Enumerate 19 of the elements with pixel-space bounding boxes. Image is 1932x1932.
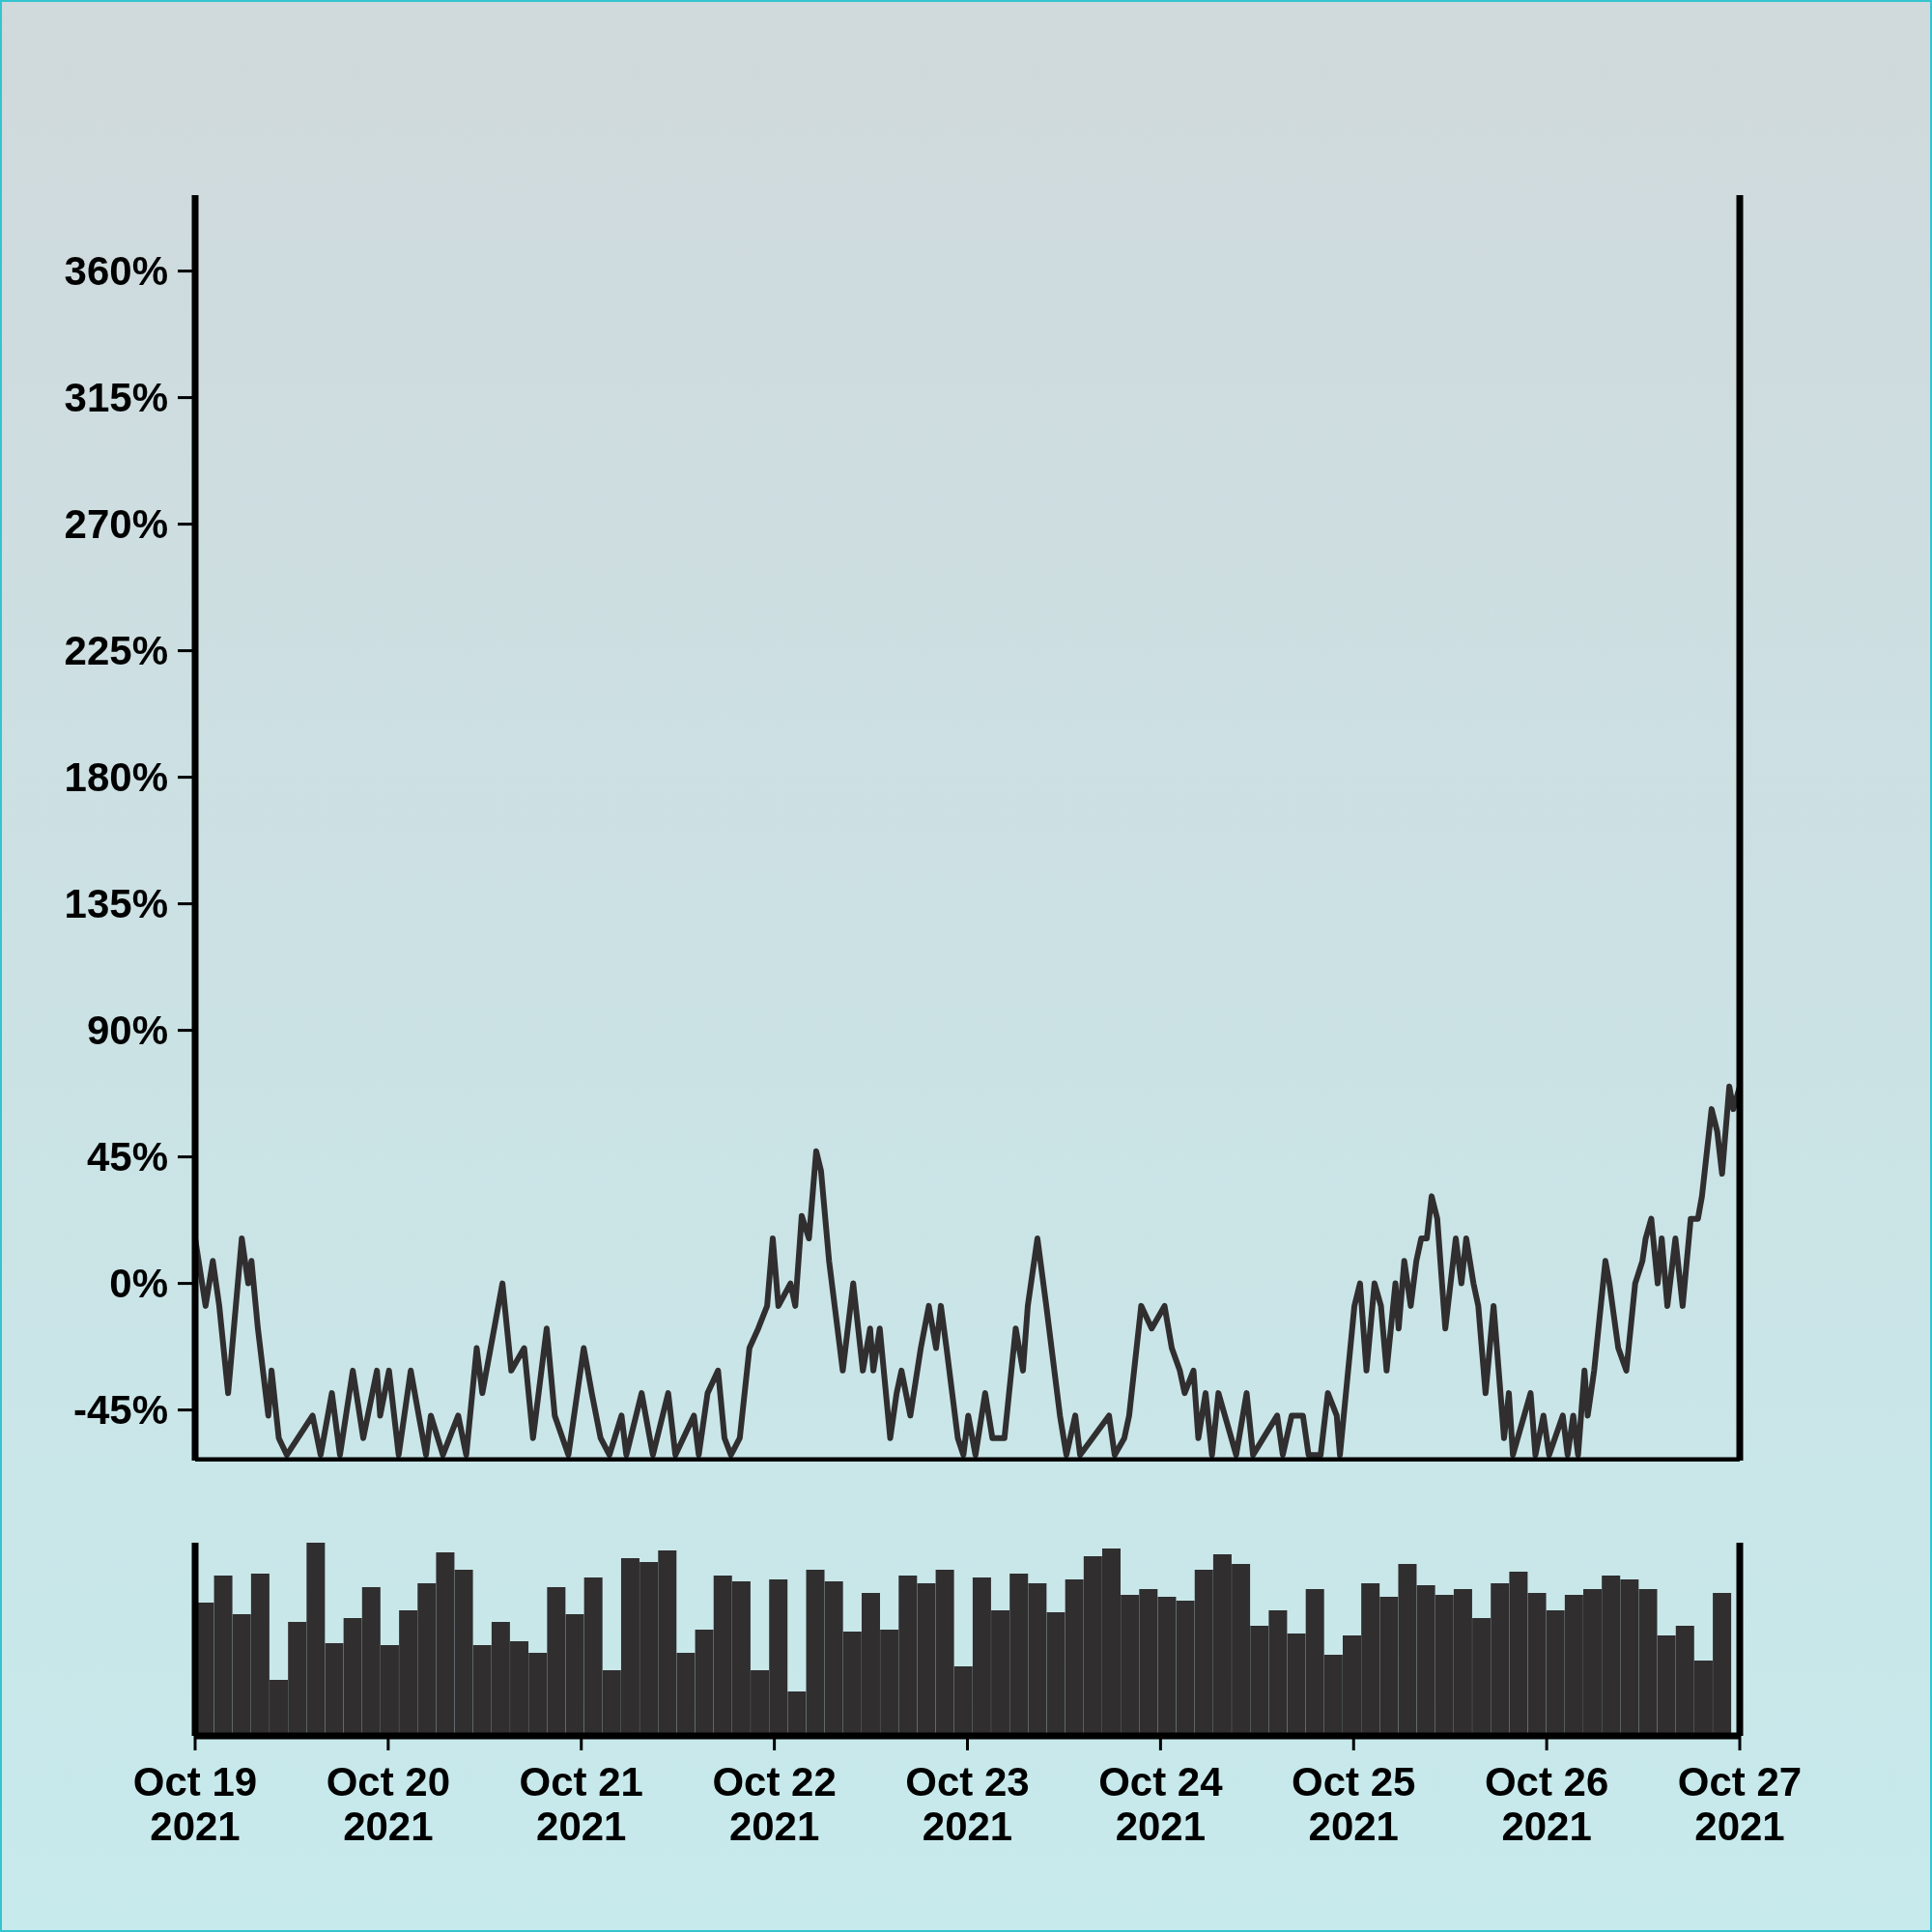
y-tick-label: 135% xyxy=(64,881,168,927)
y-tick-label: 225% xyxy=(64,628,168,674)
x-tick-label: Oct 25 2021 xyxy=(1292,1758,1416,1849)
x-tick-label: Oct 19 2021 xyxy=(132,1758,258,1849)
y-tick-label: 315% xyxy=(64,375,168,421)
x-tick-label: Oct 20 2021 xyxy=(326,1758,451,1849)
x-tick-label: Oct 26 2021 xyxy=(1484,1758,1609,1849)
y-tick-label: -45% xyxy=(72,1387,168,1434)
y-tick-label: 0% xyxy=(109,1261,168,1307)
x-tick-label: Oct 22 2021 xyxy=(712,1758,837,1849)
y-tick-label: 270% xyxy=(64,501,168,548)
x-tick-label: Oct 23 2021 xyxy=(905,1758,1030,1849)
x-tick-label: Oct 21 2021 xyxy=(519,1758,643,1849)
y-tick-label: 90% xyxy=(86,1008,168,1054)
y-tick-label: 45% xyxy=(86,1134,168,1180)
y-tick-label: 360% xyxy=(64,248,168,295)
x-tick-label: Oct 24 2021 xyxy=(1098,1758,1224,1849)
y-tick-label: 180% xyxy=(64,754,168,801)
x-tick-label: Oct 27 2021 xyxy=(1677,1758,1803,1849)
